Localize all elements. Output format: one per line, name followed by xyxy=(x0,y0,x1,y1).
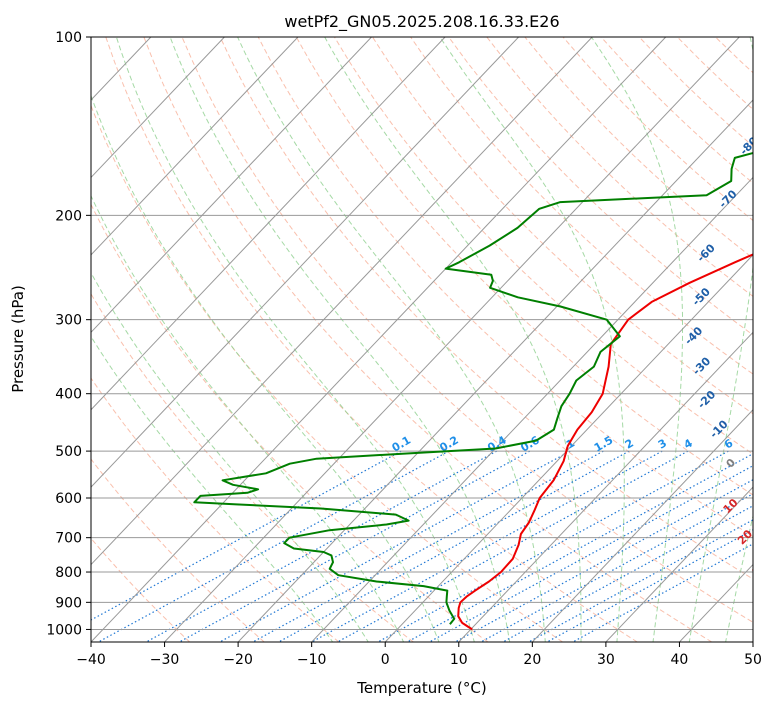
mixing-ratio-line xyxy=(572,543,753,642)
isotherm-line xyxy=(458,331,753,642)
dry-adiabat-line xyxy=(372,37,753,415)
isotherms xyxy=(91,37,753,642)
mixing-ratio-line xyxy=(502,505,753,642)
temperature-line xyxy=(457,253,753,631)
isotherm-line xyxy=(91,37,372,334)
x-tick-label: −30 xyxy=(150,652,180,668)
y-tick-label: 700 xyxy=(55,531,82,547)
dry-adiabat-line xyxy=(181,37,753,623)
moist-adiabat-line xyxy=(91,194,405,642)
isotherm-line xyxy=(384,254,753,642)
plot-area: 0.10.20.40.611.52346810131620253036-100-… xyxy=(91,37,770,642)
x-axis-label: Temperature (°C) xyxy=(356,679,486,697)
x-tick-label: 50 xyxy=(744,652,762,668)
moist-adiabat-line xyxy=(725,514,753,642)
dry-adiabat-line xyxy=(143,37,713,642)
dry-adiabat-line xyxy=(91,377,340,642)
y-tick-label: 600 xyxy=(55,491,82,507)
mixing-ratio-line xyxy=(252,450,604,642)
chart-title: wetPf2_GN05.2025.208.16.33.E26 xyxy=(284,12,559,32)
mixing-ratio-line xyxy=(454,479,753,642)
moist-adiabat-line xyxy=(688,37,753,642)
y-tick-label: 100 xyxy=(55,30,82,46)
mixing-ratio-line xyxy=(480,493,753,642)
mixing-ratio-line xyxy=(178,450,531,642)
dry-adiabat-line xyxy=(105,37,638,642)
isotherm-line xyxy=(91,37,299,256)
x-tick-label: 20 xyxy=(523,652,541,668)
x-axis-ticks: −40 −30 −20 −10 0 10 20 30 40 50 xyxy=(76,642,762,668)
dry-adiabat-line xyxy=(91,458,265,642)
mixing-ratio-line xyxy=(546,529,753,642)
mixing-ratio-line xyxy=(145,450,497,642)
mixing-ratio-line xyxy=(528,519,753,642)
x-tick-label: 10 xyxy=(450,652,468,668)
y-tick-label: 800 xyxy=(55,565,82,581)
y-axis-ticks: 100 200 300 400 500 600 700 800 900 1000 xyxy=(46,30,91,638)
isotherm-line xyxy=(164,37,740,642)
mixing-ratio-line xyxy=(219,450,571,642)
x-tick-label: 0 xyxy=(381,652,390,668)
y-tick-label: 300 xyxy=(55,313,82,329)
mixing-ratio-line xyxy=(98,450,450,642)
mixing-ratio-line xyxy=(311,450,663,642)
x-tick-label: −40 xyxy=(76,652,106,668)
dry-adiabat-line xyxy=(486,37,753,297)
dry-adiabat-line xyxy=(448,37,753,336)
y-tick-label: 400 xyxy=(55,387,82,403)
y-tick-label: 1000 xyxy=(46,622,82,638)
dry-adiabat-label: 30 xyxy=(750,558,770,578)
isotherm-line xyxy=(531,408,753,642)
mixing-ratio-line xyxy=(91,450,402,621)
mixing-ratio-line xyxy=(429,465,753,642)
isotherm-line xyxy=(311,176,753,642)
isotherm-line xyxy=(91,37,593,566)
isobars xyxy=(91,37,753,630)
dewpoint-line xyxy=(193,151,753,625)
x-tick-label: 40 xyxy=(671,652,689,668)
y-axis-label: Pressure (hPa) xyxy=(9,285,27,393)
x-tick-label: −20 xyxy=(223,652,253,668)
isotherm-line xyxy=(605,486,753,642)
plot-frame xyxy=(90,36,754,643)
mixing-ratio-line xyxy=(278,450,630,642)
isotherm-line xyxy=(91,37,225,179)
y-tick-label: 900 xyxy=(55,595,82,611)
moist-adiabat-line xyxy=(324,37,582,642)
mixing-ratio-lines xyxy=(91,450,753,642)
moist-adiabat-line xyxy=(439,37,625,642)
moist-adiabat-line xyxy=(91,94,440,642)
isotherm-line xyxy=(91,37,446,411)
isotherm-line xyxy=(237,99,753,642)
profile-series xyxy=(193,151,753,631)
mixing-ratio-line xyxy=(337,450,689,642)
y-tick-label: 200 xyxy=(55,208,82,224)
x-tick-label: 30 xyxy=(597,652,615,668)
dry-adiabat-line xyxy=(91,203,489,642)
dry-adiabat-line xyxy=(91,537,191,642)
moist-adiabat-line xyxy=(91,335,334,642)
mixing-ratio-line xyxy=(377,450,729,642)
mixing-ratio-line xyxy=(407,453,753,642)
moist-adiabat-line xyxy=(590,37,683,642)
isotherm-line xyxy=(91,37,520,488)
y-tick-label: 500 xyxy=(55,444,82,460)
isotherm-line xyxy=(91,37,667,642)
moist-adiabat-line xyxy=(237,37,546,642)
dry-adiabat-line xyxy=(91,104,563,642)
x-tick-label: −10 xyxy=(297,652,327,668)
dry-adiabat-line xyxy=(295,37,753,496)
dry-adiabat-line xyxy=(219,37,753,580)
